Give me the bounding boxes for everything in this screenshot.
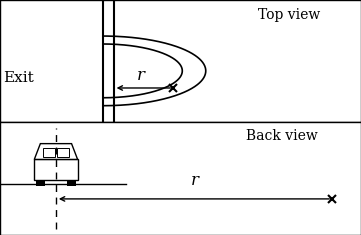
Bar [57, 148, 69, 157]
Bar [34, 159, 78, 180]
Text: Top view: Top view [258, 8, 320, 22]
Text: Back view: Back view [246, 129, 317, 143]
Polygon shape [34, 144, 78, 159]
Text: r: r [137, 67, 145, 84]
Text: r: r [191, 172, 199, 189]
Bar [36, 181, 45, 186]
Text: Exit: Exit [4, 71, 34, 85]
Bar [43, 148, 55, 157]
Bar [67, 181, 76, 186]
